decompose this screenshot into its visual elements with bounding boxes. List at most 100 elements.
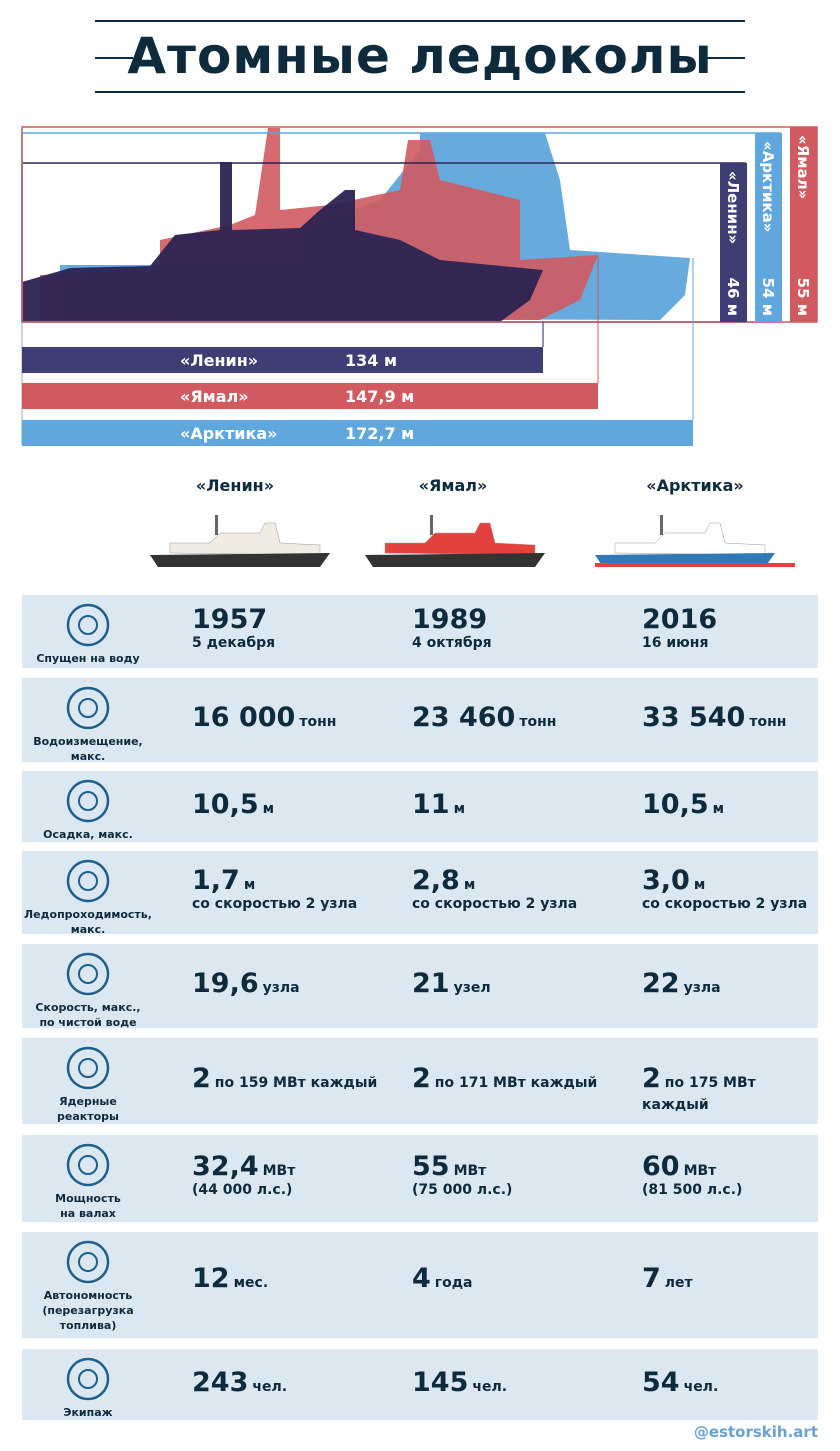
cell: 2,8 м со скоростью 2 узла	[412, 865, 577, 912]
label-line: Мощность	[55, 1192, 121, 1205]
cell: 7 лет	[642, 1263, 693, 1294]
cell-value: 4	[412, 1263, 431, 1294]
ship-name: «Арктика»	[646, 476, 744, 495]
label-line: Ядерные	[59, 1095, 117, 1108]
ship-icon	[150, 515, 330, 567]
row-label: Автономность (перезагрузка топлива)	[22, 1288, 154, 1333]
ship-silhouette	[22, 162, 543, 322]
cell-unit: м	[693, 876, 706, 893]
cell-sub: со скоростью 2 узла	[642, 895, 808, 912]
cell: 21 узел	[412, 968, 491, 999]
icon-glyph	[78, 615, 98, 635]
cell-value: 23 460	[412, 702, 516, 733]
cell: 3,0 м со скоростью 2 узла	[642, 865, 807, 912]
cell-value: 1,7	[192, 864, 240, 896]
cell-value: 1989	[412, 603, 488, 635]
ship-mast	[430, 515, 433, 535]
cell: 54 чел.	[642, 1367, 718, 1398]
label-line: по чистой воде	[39, 1016, 137, 1029]
ship-name: «Ямал»	[180, 387, 249, 406]
row-label: Скорость, макс., по чистой воде	[22, 1000, 154, 1030]
cell-unit: МВт	[683, 1162, 717, 1179]
cell-value: 33 540	[642, 702, 746, 733]
row-icon	[66, 779, 110, 823]
cell: 4 года	[412, 1263, 472, 1294]
label-line: реакторы	[57, 1110, 119, 1123]
cell-unit: лет	[664, 1275, 693, 1291]
icon-glyph	[78, 1252, 98, 1272]
icon-ring	[66, 603, 110, 647]
cell: 11 м	[412, 789, 465, 820]
table-row: Автономность (перезагрузка топлива) 12 мес. 4…	[22, 1232, 818, 1338]
table-row: Ледопроходимость, макс. 1,7 м со скоростью 2…	[22, 851, 818, 937]
cell-unit: чел.	[683, 1378, 719, 1395]
label-line: Автономность	[43, 1289, 133, 1302]
row-icon	[66, 1046, 110, 1090]
cell-unit: чел.	[472, 1378, 508, 1395]
cell-unit: узла	[683, 980, 721, 996]
ship-hull	[150, 553, 330, 567]
row-label: Ледопроходимость, макс.	[22, 907, 154, 937]
cell-value: 12	[192, 1263, 230, 1294]
rule	[95, 20, 745, 22]
cell: 19,6 узла	[192, 968, 300, 999]
rule	[95, 91, 745, 93]
row-label: Ядерные реакторы	[22, 1094, 154, 1124]
cell: 12 мес.	[192, 1263, 268, 1294]
cell: 16 000 тонн	[192, 702, 336, 733]
height-value: 55 м	[794, 278, 812, 316]
ship-deck	[169, 522, 321, 556]
row-icon	[66, 686, 110, 730]
cell: 10,5 м	[192, 789, 274, 820]
cell-sub: со скоростью 2 узла	[412, 895, 578, 912]
height-value: 46 м	[724, 278, 742, 316]
cell-unit: года	[434, 1275, 473, 1291]
cell-sub: (44 000 л.с.)	[192, 1181, 293, 1198]
label-line: Скорость, макс.,	[35, 1001, 141, 1014]
cell-value: 2016	[642, 603, 718, 635]
label-line: Водоизмещение,	[33, 735, 143, 748]
cell-unit: м	[453, 800, 466, 817]
cell-unit: тонн	[749, 714, 787, 730]
table-row: Ядерные реакторы 2 по 159 МВт каждый 2 по 171…	[22, 1038, 818, 1124]
ship-name: «Ямал»	[418, 476, 488, 495]
row-label: Водоизмещение, макс.	[22, 734, 154, 764]
label-line: макс.	[70, 750, 106, 763]
comparison-graphic: «Ленин» 134 м «Ямал» 147,9 м «Арктика» 172,7 …	[21, 126, 818, 446]
dash	[707, 57, 745, 59]
icon-ring	[66, 859, 110, 903]
cell-unit: чел.	[252, 1378, 288, 1395]
ship-stripe	[595, 563, 795, 567]
table-row: Скорость, макс., по чистой воде 19,6 узла 21…	[22, 944, 818, 1030]
cell-value: 19,6	[192, 968, 259, 999]
label-line: на валах	[60, 1207, 116, 1220]
cell-unit: по 175 МВт каждый	[642, 1075, 756, 1113]
cell: 33 540 тонн	[642, 702, 786, 733]
label-line: Экипаж	[63, 1406, 113, 1419]
icon-glyph	[78, 1369, 98, 1389]
cell-value: 2	[412, 1063, 431, 1094]
ship-mast	[660, 515, 663, 535]
ship-name: «Ленин»	[180, 351, 258, 370]
cell-sub: (81 500 л.с.)	[642, 1181, 743, 1198]
row-icon	[66, 859, 110, 903]
cell: 2 по 175 МВт каждый	[642, 1063, 818, 1113]
cell-unit: узла	[262, 980, 300, 996]
icon-ring	[66, 1357, 110, 1401]
icon-ring	[66, 1240, 110, 1284]
cell-unit: м	[712, 800, 725, 817]
cell-unit: м	[463, 876, 476, 893]
cell-value: 60	[642, 1150, 680, 1182]
ship-name: «Арктика»	[180, 424, 278, 443]
label-line: макс.	[70, 923, 106, 936]
row-label: Экипаж	[22, 1405, 154, 1420]
cell-unit: м	[243, 876, 256, 893]
table-row: Мощность на валах 32,4 МВт (44 000 л.с.) 55 МВ…	[22, 1135, 818, 1222]
cell-value: 7	[642, 1263, 661, 1294]
icon-ring	[66, 1143, 110, 1187]
ship-hull	[365, 553, 545, 567]
cell-value: 2	[192, 1063, 211, 1094]
label-line: Спущен на воду	[36, 652, 140, 665]
length-bar	[22, 347, 543, 373]
cell-unit: мес.	[233, 1275, 269, 1291]
